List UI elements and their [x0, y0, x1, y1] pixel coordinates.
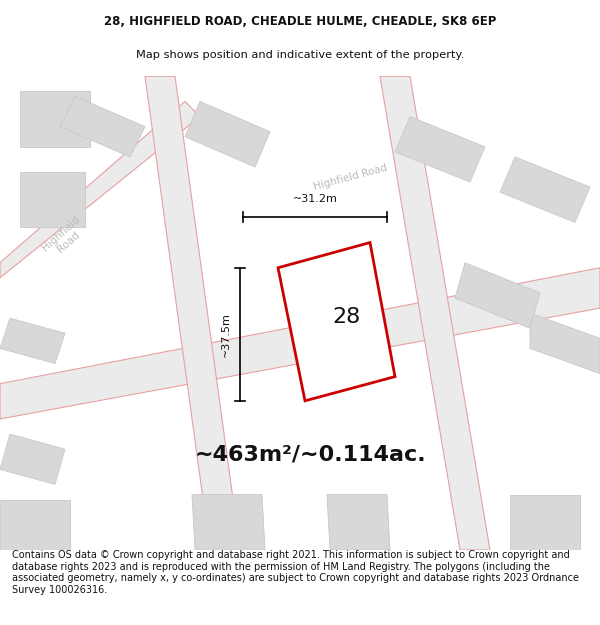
Text: ~463m²/~0.114ac.: ~463m²/~0.114ac.: [194, 444, 426, 464]
Polygon shape: [395, 117, 485, 182]
Polygon shape: [500, 157, 590, 222]
Polygon shape: [278, 242, 395, 401]
Polygon shape: [185, 101, 270, 167]
Polygon shape: [0, 499, 70, 550]
Polygon shape: [0, 101, 200, 278]
Text: Map shows position and indicative extent of the property.: Map shows position and indicative extent…: [136, 50, 464, 60]
Text: Highfield Road: Highfield Road: [312, 162, 388, 192]
Polygon shape: [380, 76, 490, 550]
Polygon shape: [530, 313, 600, 374]
Polygon shape: [327, 494, 390, 550]
Polygon shape: [60, 96, 145, 157]
Polygon shape: [20, 172, 85, 227]
Polygon shape: [0, 268, 600, 419]
Text: 28, HIGHFIELD ROAD, CHEADLE HULME, CHEADLE, SK8 6EP: 28, HIGHFIELD ROAD, CHEADLE HULME, CHEAD…: [104, 15, 496, 28]
Polygon shape: [510, 494, 580, 550]
Text: Contains OS data © Crown copyright and database right 2021. This information is : Contains OS data © Crown copyright and d…: [12, 550, 579, 595]
Polygon shape: [145, 76, 240, 550]
Text: Highfield
Road: Highfield Road: [40, 214, 89, 261]
Text: ~37.5m: ~37.5m: [221, 312, 231, 357]
Polygon shape: [0, 318, 65, 364]
Text: 28: 28: [333, 307, 361, 327]
Text: ~31.2m: ~31.2m: [293, 194, 337, 204]
Polygon shape: [0, 434, 65, 484]
Polygon shape: [20, 91, 90, 147]
Polygon shape: [455, 262, 540, 328]
Polygon shape: [192, 494, 265, 550]
